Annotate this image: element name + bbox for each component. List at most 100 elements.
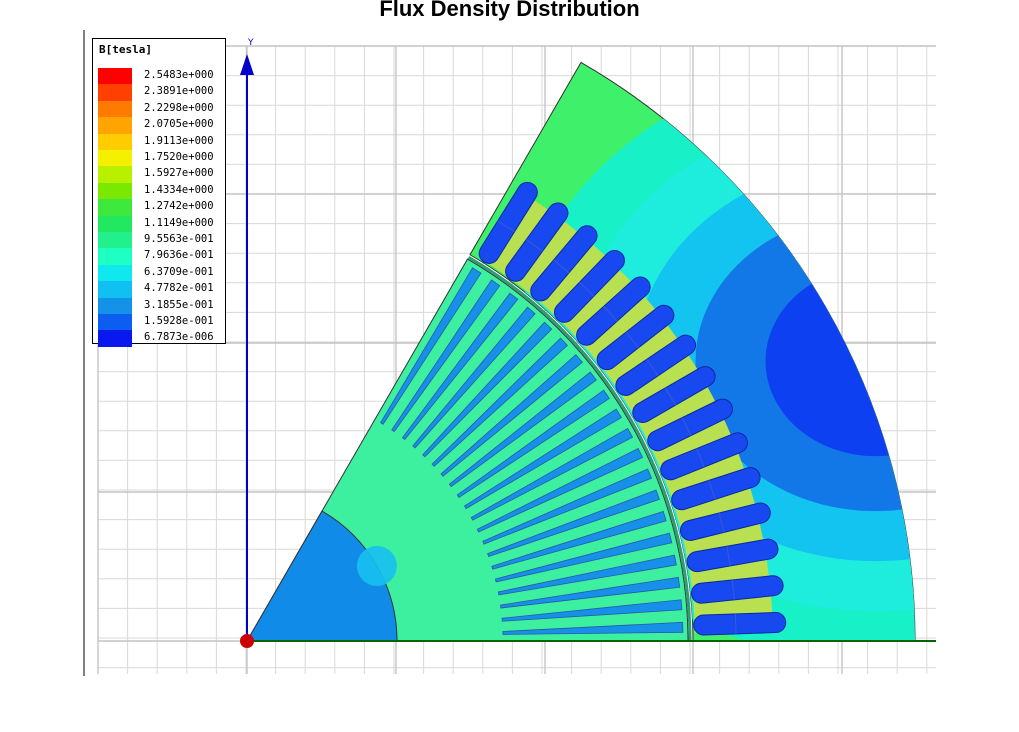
rotor-bar [456,389,610,498]
rotor-bar [401,292,519,441]
legend-label: 4.7782e-001 [144,282,214,295]
slot-divider [603,306,618,322]
stator-slot [478,181,538,264]
slot-conductor [679,502,771,541]
slot-conductor [596,304,675,371]
slot-divider [646,358,659,377]
rotor-bar [412,306,536,449]
legend-label: 1.4334e+000 [144,183,214,196]
legend-swatch [98,314,132,331]
flux-spot [356,546,397,586]
legend-label: 2.5483e+000 [144,69,214,81]
legend-swatch [98,68,132,85]
legend-swatch [98,297,132,314]
legend-entry: 2.3891e+000 [98,84,224,101]
legend-swatch [98,232,132,249]
rotor-bar [463,408,622,510]
legend-label: 7.9636e-001 [144,249,214,262]
legend-swatch [98,281,132,298]
legend-label: 2.2298e+000 [144,101,214,114]
slot-conductor [505,202,569,282]
legend-entry: 1.5927e+000 [98,166,224,183]
stator-slot [530,225,598,302]
y-axis-label: Y [248,38,254,48]
stator-slot [505,202,569,282]
rotor-bar [422,321,553,458]
legend-label: 1.7520e+000 [144,151,214,163]
slot-divider [553,259,570,274]
legend-swatch [98,264,132,282]
slot-divider [497,220,515,233]
slot-divider [625,331,639,349]
slot-conductor [693,612,787,636]
slot-divider [734,613,737,634]
legend-swatch [98,330,132,347]
legend-label: 1.5927e+000 [144,167,214,180]
legend-entry: 2.2298e+000 [98,100,224,118]
rotor-bar [440,354,583,477]
slot-conductor [576,276,651,346]
legend-entry: 6.3709e-001 [98,264,224,282]
slot-conductor [632,366,716,423]
legend-entry: 2.0705e+000 [98,117,224,134]
rotor-bar [501,599,683,622]
rotor-bar [476,447,644,533]
rotor-bar [500,576,681,609]
legend-entry: 1.5928e-001 [98,314,224,331]
slot-divider [665,387,676,406]
legend-label: 1.5928e-001 [144,315,214,327]
legend-label: 1.2742e+000 [144,200,214,213]
rotor-bar [448,371,597,488]
legend-label: 1.1149e+000 [144,216,214,229]
legend-swatch [98,84,132,101]
legend-label: 6.7873e-006 [144,331,214,344]
slot-divider [696,448,705,468]
coordinate-axes [240,54,936,648]
rotor-bar [491,510,667,570]
stator-slot [632,366,716,423]
slot-divider [526,239,543,252]
slot-conductor [615,334,697,396]
slot-conductor [647,398,733,452]
stator-slot [553,249,625,323]
legend-title: B[tesla] [99,43,152,56]
rotor-bar [431,337,569,467]
rotor-bar [502,621,684,635]
stator-slot [647,398,733,452]
legend-entry: 7.9636e-001 [98,248,224,265]
legend-swatch [98,133,132,150]
legend-entry: 9.5563e-001 [98,232,224,249]
legend-entry: 2.5483e+000 [98,68,224,85]
stator-slot [686,538,779,573]
stator-slot [679,502,771,541]
rotor-bar [470,427,634,521]
legend-label: 6.3709e-001 [144,265,214,278]
stator-slot [615,334,697,396]
legend-swatch [98,199,132,216]
legend-label: 2.0705e+000 [144,118,214,131]
stator-slot [671,467,761,511]
legend-swatch [98,166,132,183]
slot-conductor [553,249,625,323]
legend-label: 2.3891e+000 [144,85,214,98]
color-legend: B[tesla] 2.5483e+000 2.3891e+000 2.2298e+0… [92,38,226,347]
rotor-bar [391,279,501,433]
slot-divider [708,480,716,500]
slot-conductor [478,181,538,264]
slot-divider [579,281,595,297]
origin-marker [240,634,254,648]
rotor-bar [380,267,482,425]
legend-entry: 1.9113e+000 [98,133,224,150]
plot-title: Flux Density Distribution [379,0,640,21]
stator-slot [660,432,748,481]
stator-slot [576,276,651,346]
legend-swatch [98,248,132,265]
slot-divider [718,512,725,533]
legend-entry: 1.1149e+000 [98,215,224,232]
stator-slot [693,612,787,636]
air-gap [467,256,692,642]
slot-divider [681,417,692,436]
legend-entry: 1.4334e+000 [98,182,224,200]
legend-label: 3.1855e-001 [144,298,214,311]
legend-swatch [98,182,132,200]
